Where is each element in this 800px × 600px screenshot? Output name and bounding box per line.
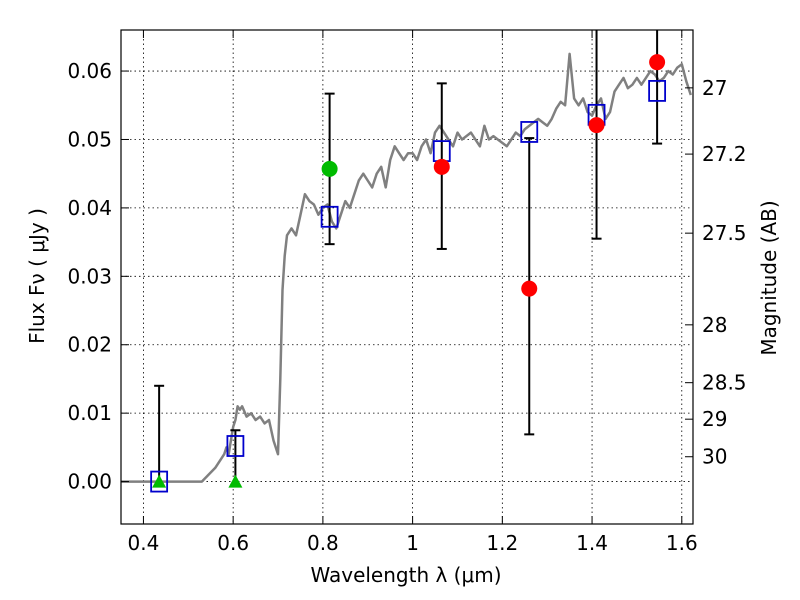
- model-photometry-square: [648, 79, 667, 102]
- x-tick-label: 0.8: [307, 531, 339, 555]
- y-tick-label: 0.06: [67, 59, 112, 83]
- detection-point: [433, 158, 450, 175]
- magnitude-tick-label: 27: [702, 76, 727, 100]
- detection-point: [649, 54, 666, 71]
- grid: [121, 30, 693, 524]
- x-tick-label: 1.4: [576, 531, 608, 555]
- upper-limit-triangle: [152, 474, 167, 488]
- green-detection-point: [321, 160, 338, 177]
- model-photometry-square: [320, 205, 339, 228]
- model-photometry-square: [226, 435, 245, 457]
- magnitude-axis-label: Magnitude (AB): [757, 200, 781, 355]
- plot-frame: [120, 29, 694, 525]
- error-bars: [154, 30, 663, 486]
- x-tick-label: 0.6: [217, 531, 249, 555]
- x-tick-label: 1: [406, 531, 419, 555]
- magnitude-tick-label: 30: [702, 445, 727, 469]
- y-tick-label: 0.03: [67, 264, 112, 288]
- detection-point: [521, 280, 538, 297]
- x-tick-label: 1.6: [666, 531, 698, 555]
- axis-ticks: 0.4 0.6 0.8 1 1.2 1.4 1.6 0.00 0.01 0.02 0.03 0.04 0…: [67, 30, 747, 555]
- model-photometry-square: [150, 470, 169, 493]
- x-axis-label: Wavelength λ (μm): [310, 563, 501, 587]
- y-tick-label: 0.01: [67, 401, 112, 425]
- model-photometry-square: [520, 121, 539, 143]
- magnitude-tick-label: 28: [702, 313, 727, 337]
- data-points: [150, 54, 667, 493]
- upper-limit-triangle: [228, 474, 243, 488]
- magnitude-tick-label: 27.2: [702, 142, 747, 166]
- y-tick-label: 0.04: [67, 196, 112, 220]
- detection-point: [588, 117, 605, 134]
- y-tick-label: 0.02: [67, 333, 112, 357]
- y-axis-label: Flux Fν ( μJy ): [25, 208, 49, 344]
- magnitude-tick-label: 29: [702, 407, 727, 431]
- magnitude-tick-label: 27.5: [702, 221, 747, 245]
- x-tick-label: 1.2: [486, 531, 518, 555]
- y-tick-label: 0.00: [67, 470, 112, 494]
- magnitude-tick-label: 28.5: [702, 371, 747, 395]
- x-tick-label: 0.4: [128, 531, 160, 555]
- y-tick-label: 0.05: [67, 127, 112, 151]
